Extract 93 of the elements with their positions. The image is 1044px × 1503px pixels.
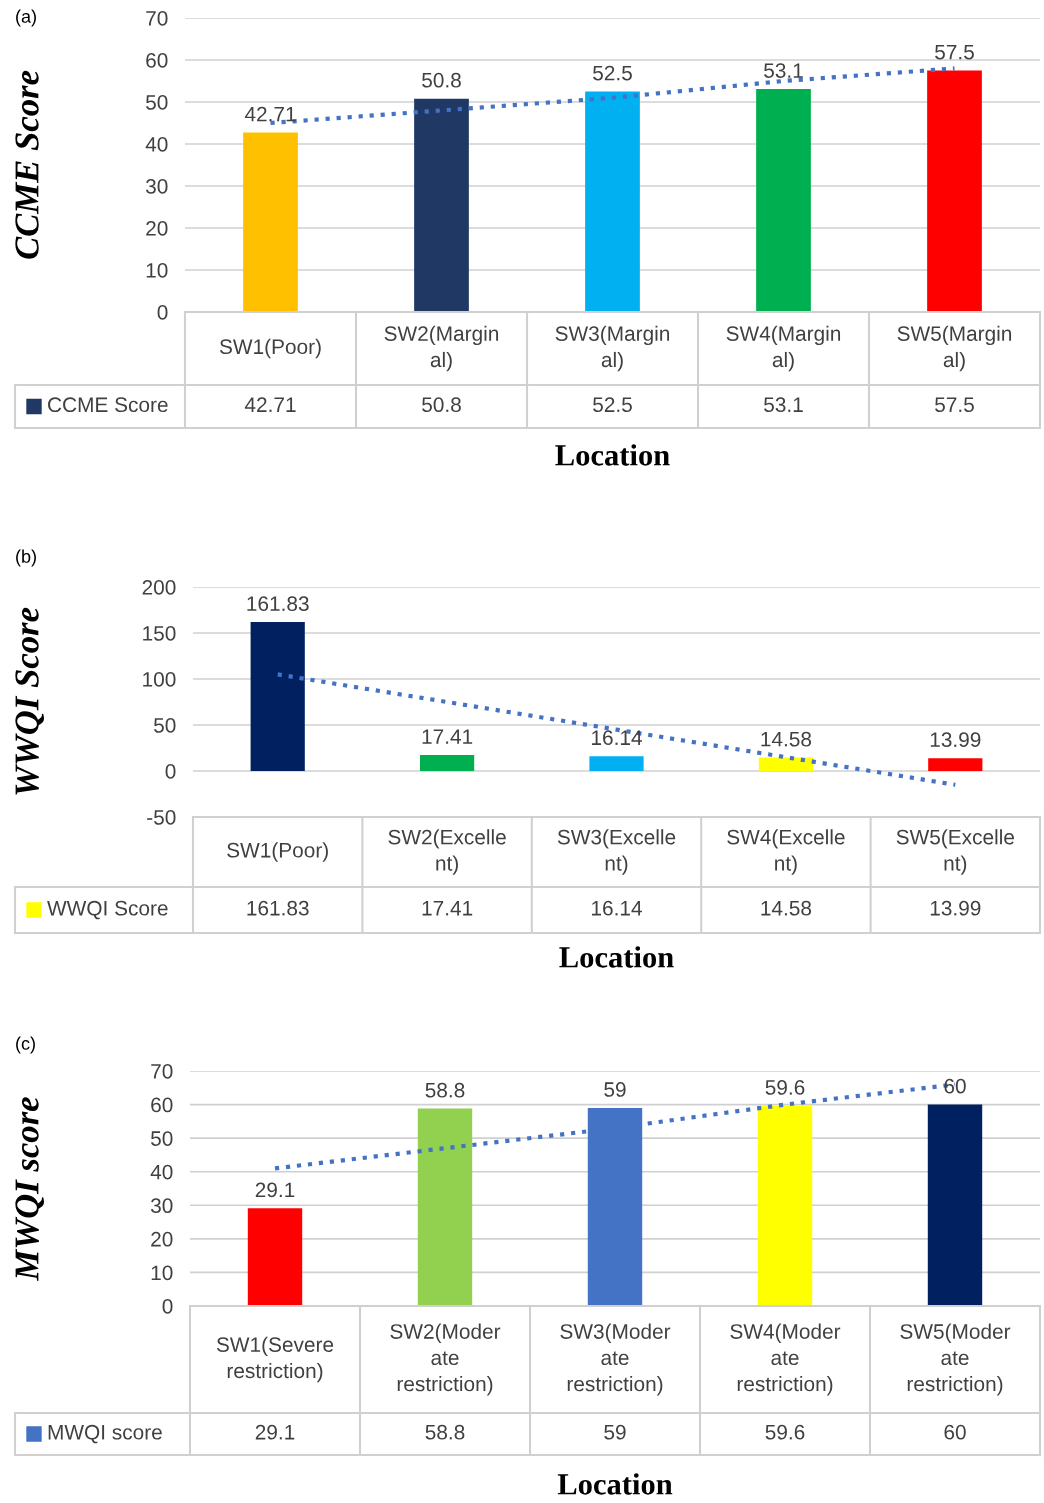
- text: (a): [16, 9, 36, 27]
- x-tick-label: SW4(Margin al): [726, 325, 841, 372]
- x-tick-label: SW4(Moder ate restriction): [730, 1323, 841, 1396]
- x-tick-label: SW5(Moder ate restriction): [900, 1323, 1011, 1396]
- y-tick-label: 50: [146, 95, 168, 110]
- y-axis-title: WWQI Score: [15, 607, 44, 795]
- data-label: 59: [604, 1424, 626, 1440]
- data-label: 161.83: [247, 900, 309, 916]
- x-tick-label: SW2(Excelle nt): [388, 829, 506, 875]
- text: 59.6: [765, 1080, 805, 1095]
- bar: [589, 756, 644, 771]
- bar: [927, 1104, 983, 1306]
- text: 57.5: [935, 44, 974, 60]
- text: 59: [604, 1082, 626, 1097]
- text: 60: [944, 1078, 966, 1094]
- y-tick-label: 150: [143, 626, 176, 641]
- x-tick-label: SW2(Moder ate restriction): [390, 1323, 501, 1396]
- data-label: 52.5: [593, 397, 632, 413]
- data-label: 16.14: [592, 900, 642, 916]
- y-tick-label: 70: [146, 11, 168, 26]
- text: 161.83: [247, 596, 309, 612]
- text: 50.8: [422, 72, 461, 88]
- x-tick-label: SW4(Excelle nt): [727, 829, 845, 875]
- bar: [756, 88, 811, 312]
- y-tick-label: 0: [162, 1299, 173, 1314]
- x-tick-label: SW1(Poor): [227, 842, 328, 862]
- y-tick-label: 200: [142, 580, 176, 595]
- data-label: 57.5: [935, 397, 974, 413]
- y-axis-title: MWQI score: [15, 1097, 44, 1282]
- x-axis-title: Location: [555, 444, 670, 466]
- bar: [758, 757, 813, 771]
- bar: [414, 98, 469, 312]
- x-axis-title: Location: [559, 946, 674, 968]
- bar: [417, 1108, 473, 1306]
- data-label: 50.8: [422, 397, 461, 413]
- y-tick-label: 40: [150, 1164, 173, 1180]
- y-tick-label: 40: [145, 137, 168, 152]
- legend-label: CCME Score: [48, 397, 168, 413]
- x-tick-label: SW2(Margin al): [384, 325, 499, 372]
- data-label: 14.58: [761, 900, 812, 916]
- text: 17.41: [422, 729, 473, 744]
- y-tick-label: 0: [165, 764, 176, 779]
- y-axis-title: CCME Score: [15, 70, 39, 259]
- x-tick-label: SW5(Excelle nt): [896, 829, 1014, 875]
- data-label: 58.8: [425, 1424, 465, 1440]
- y-tick-label: 30: [145, 179, 168, 194]
- y-tick-label: -50: [147, 810, 176, 825]
- x-tick-label: SW3(Margin al): [555, 325, 670, 372]
- y-tick-label: 50: [154, 718, 176, 733]
- bar: [757, 1105, 813, 1306]
- data-label: 29.1: [255, 1424, 295, 1440]
- y-tick-label: 70: [151, 1064, 173, 1079]
- bar: [927, 70, 982, 312]
- y-tick-label: 60: [146, 53, 168, 68]
- x-tick-label: SW5(Margin al): [897, 325, 1012, 372]
- text: 16.14: [592, 730, 642, 746]
- legend-label: MWQI score: [48, 1424, 162, 1444]
- y-tick-label: 20: [151, 1231, 173, 1247]
- data-label: 60: [944, 1424, 966, 1440]
- bar: [243, 132, 298, 312]
- text: (c): [16, 1036, 35, 1054]
- text: 14.58: [761, 731, 812, 747]
- text: 13.99: [930, 732, 981, 748]
- x-axis-title: Location: [557, 1473, 673, 1495]
- data-label: 59.6: [765, 1424, 805, 1440]
- y-tick-label: 100: [143, 672, 176, 687]
- y-tick-label: 20: [146, 221, 168, 236]
- text: 52.5: [593, 65, 632, 81]
- bar: [250, 622, 305, 771]
- y-tick-label: 10: [146, 263, 168, 278]
- data-label: 53.1: [764, 397, 803, 413]
- y-tick-label: 0: [157, 305, 168, 320]
- data-label: 17.41: [422, 901, 473, 916]
- bar: [247, 1208, 303, 1306]
- text: 58.8: [425, 1082, 465, 1098]
- text: (b): [16, 549, 36, 567]
- data-label: 42.71: [244, 397, 296, 412]
- y-tick-label: 30: [150, 1198, 173, 1214]
- bar: [928, 758, 983, 771]
- text: 42.71: [244, 106, 296, 122]
- y-tick-label: 60: [151, 1097, 173, 1113]
- bar: [585, 91, 640, 312]
- text: 53.1: [764, 63, 803, 78]
- legend-label: WWQI Score: [47, 900, 168, 920]
- x-tick-label: SW1(Poor): [219, 338, 321, 359]
- text: 29.1: [255, 1182, 295, 1198]
- data-label: 13.99: [930, 900, 981, 916]
- x-tick-label: SW3(Excelle nt): [557, 829, 676, 875]
- bar: [420, 754, 475, 771]
- y-tick-label: 10: [151, 1265, 173, 1281]
- y-tick-label: 50: [151, 1131, 173, 1146]
- x-tick-label: SW3(Moder ate restriction): [560, 1323, 671, 1396]
- x-tick-label: SW1(Severe restriction): [216, 1336, 334, 1383]
